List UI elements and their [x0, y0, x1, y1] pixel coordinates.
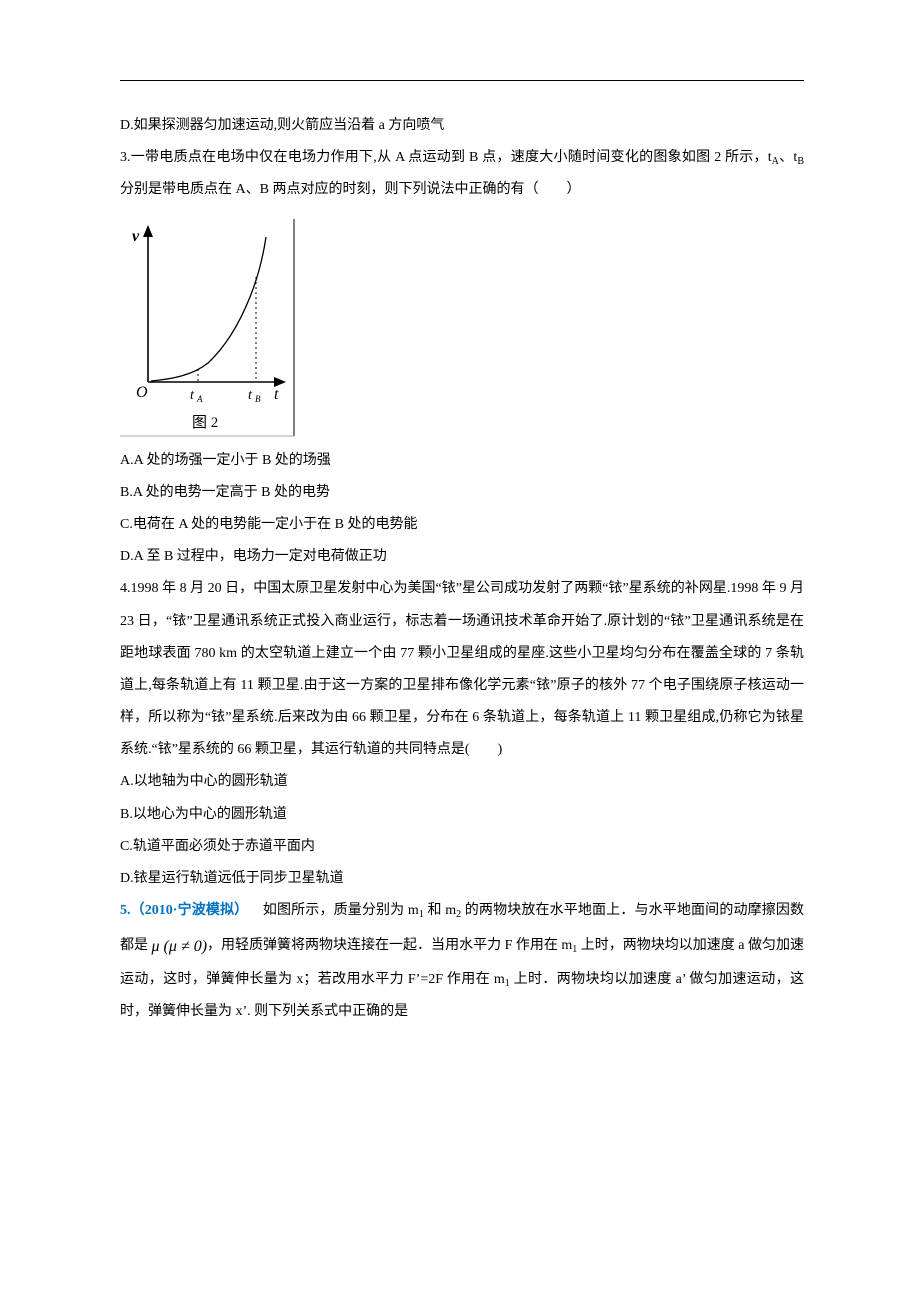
q5-prefix: 5.: [120, 903, 131, 918]
q3-figure-caption: 图 2: [192, 414, 218, 431]
svg-text:v: v: [132, 228, 140, 245]
q3-figure: O v t t A t B 图 2: [120, 219, 804, 437]
q5-s1: 如图所示，质量分别为 m: [263, 903, 419, 918]
q5-m1b: 1: [572, 944, 577, 955]
q5-m2: 2: [456, 909, 461, 920]
q3-option-c: C.电荷在 A 处的电势能一定小于在 B 处的电势能: [120, 509, 804, 541]
svg-text:A: A: [196, 394, 203, 404]
q3-stem-part1: 3.一带电质点在电场中仅在电场力作用下,从 A 点运动到 B 点，速度大小随时间…: [120, 150, 772, 165]
q3-sub-A: A: [772, 156, 779, 167]
q3-stem-part2: 分别是带电质点在 A、B 两点对应的时刻，则下列说法中正确的有（ ）: [120, 182, 580, 197]
q4-stem: 4.1998 年 8 月 20 日，中国太原卫星发射中心为美国“铱”星公司成功发…: [120, 573, 804, 766]
top-separator-line: [120, 80, 804, 81]
q3-sub-B: B: [797, 156, 804, 167]
q5-source: （2010·宁波模拟）: [131, 903, 249, 918]
q4-option-d: D.铱星运行轨道远低于同步卫星轨道: [120, 863, 804, 895]
q3-stem-sep: 、t: [779, 150, 797, 165]
q5-s1b: 和 m: [424, 903, 456, 918]
q4-option-b: B.以地心为中心的圆形轨道: [120, 799, 804, 831]
q3-option-b: B.A 处的电势一定高于 B 处的电势: [120, 477, 804, 509]
svg-text:t: t: [274, 386, 279, 403]
q3-option-d: D.A 至 B 过程中，电场力一定对电荷做正功: [120, 541, 804, 573]
q5-m1c: 1: [505, 978, 510, 989]
svg-text:B: B: [255, 394, 261, 404]
svg-text:O: O: [136, 384, 148, 401]
q4-option-c: C.轨道平面必须处于赤道平面内: [120, 831, 804, 863]
q3-option-a: A.A 处的场强一定小于 B 处的场强: [120, 445, 804, 477]
q5-formula-mu: μ (μ ≠ 0): [152, 938, 208, 955]
q2-option-d: D.如果探测器匀加速运动,则火箭应当沿着 a 方向喷气: [120, 110, 804, 142]
q4-option-a: A.以地轴为中心的圆形轨道: [120, 766, 804, 798]
q5-m1: 1: [419, 909, 424, 920]
q5-stem: 5.（2010·宁波模拟） 如图所示，质量分别为 m1 和 m2 的两物块放在水…: [120, 895, 804, 1028]
q3-stem: 3.一带电质点在电场中仅在电场力作用下,从 A 点运动到 B 点，速度大小随时间…: [120, 142, 804, 206]
q3-figure-svg: O v t t A t B 图 2: [120, 219, 295, 437]
q5-s2a: ，用轻质弹簧将两物块连接在一起．当用水平力 F 作用在 m: [207, 938, 572, 953]
